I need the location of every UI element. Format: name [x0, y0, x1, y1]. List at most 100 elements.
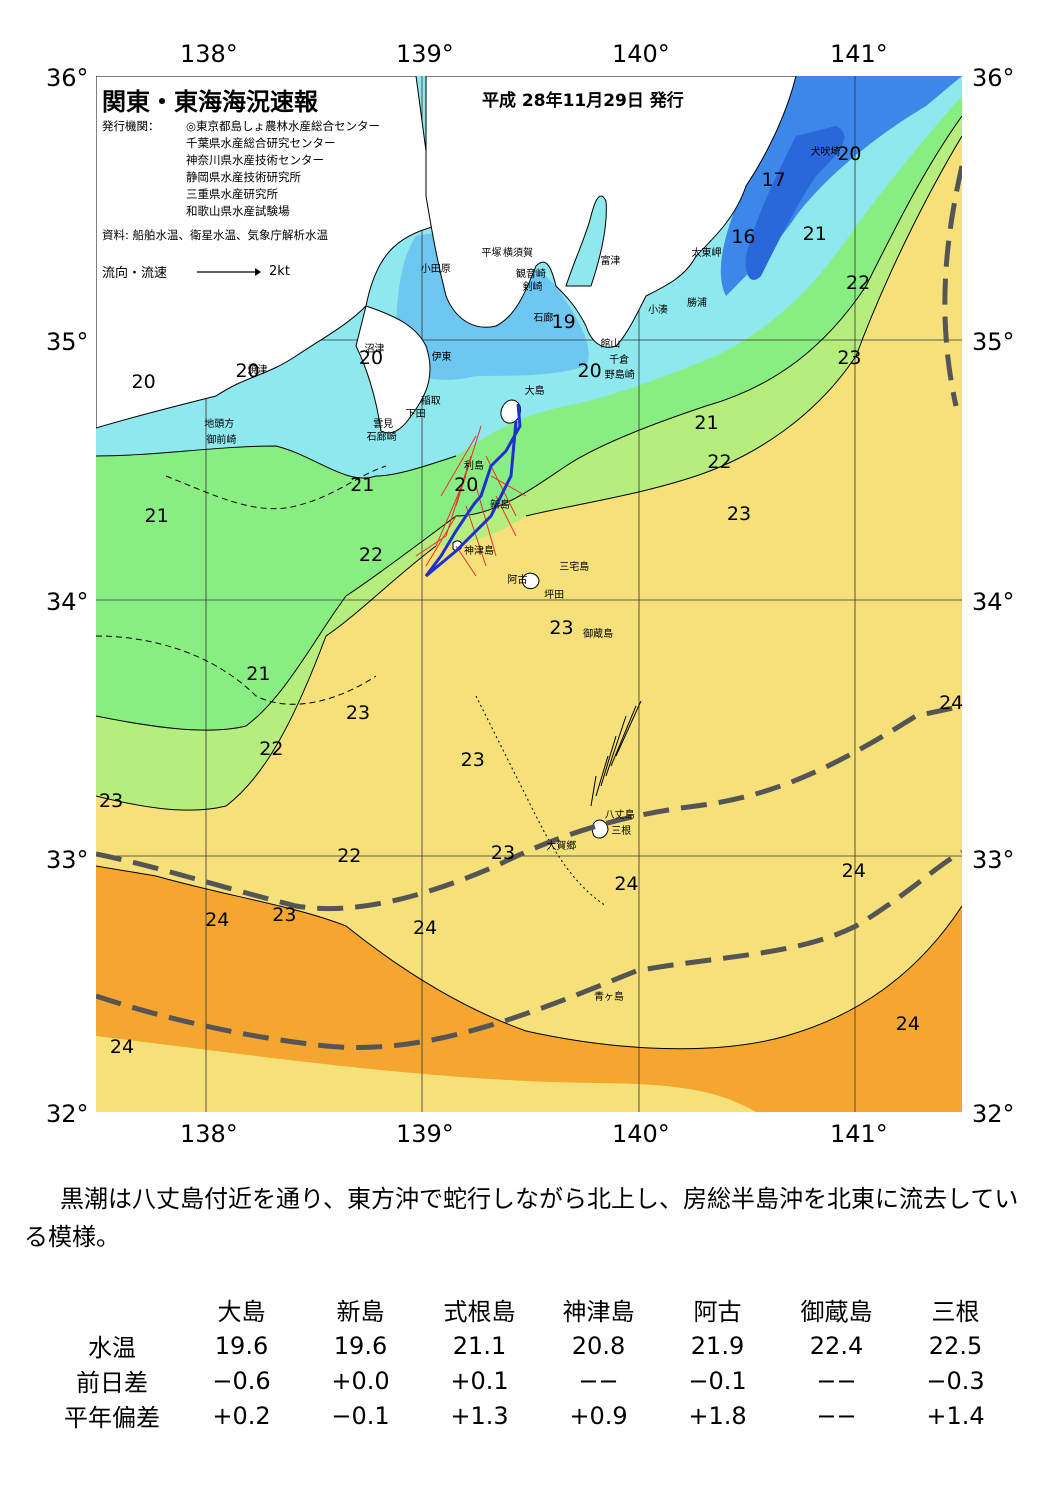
- table-cell: +0.0: [331, 1366, 390, 1395]
- place-label: 伊東: [431, 351, 452, 363]
- lat-label-35-right: 35°: [972, 328, 1015, 356]
- land-kanto: [425, 76, 797, 348]
- arrow-icon: [197, 267, 262, 276]
- place-label: 沼津: [364, 344, 385, 356]
- lat-label-33-left: 33°: [46, 846, 89, 874]
- land-tokyo-bay: [565, 195, 607, 287]
- temperature-label: 20: [454, 474, 479, 497]
- temperature-label: 21: [350, 474, 375, 497]
- place-label: 犬吠埼: [810, 147, 841, 159]
- lat-label-33-right: 33°: [972, 846, 1015, 874]
- temperature-label: 23: [345, 702, 371, 725]
- row-label: 前日差: [76, 1369, 148, 1397]
- place-label: 三根: [611, 825, 632, 837]
- zone-16: [745, 126, 845, 280]
- land-izu-peninsula: [355, 305, 431, 434]
- station-header: 神津島: [562, 1297, 635, 1326]
- station-header: 大島: [217, 1297, 266, 1326]
- isotherms: [96, 115, 962, 1050]
- place-label: 石廊崎: [366, 432, 397, 444]
- lon-label-139-top: 139°: [396, 40, 454, 68]
- table-cell: +0.1: [450, 1366, 509, 1395]
- temperature-label: 24: [939, 691, 962, 714]
- temperature-label: 21: [694, 412, 719, 435]
- zone-23-bottom: [96, 1036, 756, 1112]
- place-label: 富津: [600, 256, 621, 268]
- issuer-org: 和歌山県水産試験場: [186, 204, 290, 218]
- temperature-label: 24: [205, 909, 230, 932]
- station-header: 阿古: [693, 1297, 742, 1326]
- place-label: 館山: [600, 339, 621, 350]
- lon-label-141-top: 141°: [830, 40, 888, 68]
- summary-text: 黒潮は八丈島付近を通り、東方沖で蛇行しながら北上し、房総半島沖を北東に流去してい…: [24, 1185, 1019, 1251]
- temperature-label: 22: [845, 272, 871, 295]
- table-cell: −0.3: [926, 1366, 985, 1395]
- table-row: 水温 19.6 19.6 21.1 20.8 21.9 22.4 22.5: [42, 1328, 1015, 1363]
- lon-label-138-top: 138°: [180, 40, 238, 68]
- map-title: 関東・東海海況速報: [102, 88, 318, 116]
- temperature-label: 20: [577, 360, 602, 383]
- table-cell: −−: [578, 1366, 619, 1395]
- temperature-label: 21: [802, 222, 827, 245]
- temperature-label: 24: [109, 1036, 135, 1059]
- table-cell: −−: [816, 1366, 857, 1395]
- graticule: [96, 76, 962, 1112]
- table-cell: 19.6: [214, 1331, 269, 1360]
- temperature-label: 24: [895, 1012, 920, 1035]
- temperature-label: 23: [460, 748, 485, 771]
- lat-label-34-right: 34°: [972, 588, 1015, 616]
- issuer-org: ◎東京都島しょ農林水産総合センター: [186, 119, 381, 133]
- table-cell: 19.6: [333, 1331, 388, 1360]
- ship-track: [424, 403, 522, 578]
- temperature-label: 23: [726, 502, 752, 525]
- temperature-label: 20: [235, 360, 260, 383]
- place-label: 御蔵島: [583, 629, 614, 641]
- place-label: 大島: [524, 385, 545, 397]
- flow-legend: 流向・流速 2kt: [102, 262, 290, 281]
- place-label: 坪田: [544, 590, 565, 602]
- table-cell: +1.8: [688, 1401, 747, 1430]
- place-label: 青ヶ島: [593, 991, 624, 1003]
- place-label: 御前崎: [206, 434, 237, 446]
- kuroshio-axis: [96, 165, 962, 1051]
- temperature-label: 20: [837, 142, 862, 165]
- map-canvas: [96, 76, 962, 1112]
- lat-label-35-left: 35°: [46, 328, 89, 356]
- temperature-label: 22: [337, 844, 362, 867]
- place-label: 新島: [490, 499, 511, 511]
- temperature-label: 23: [99, 790, 124, 813]
- table-cell: 21.1: [452, 1331, 507, 1360]
- temperature-label: 24: [614, 873, 639, 896]
- table-cell: −0.6: [212, 1366, 271, 1395]
- temperature-label: 19: [551, 311, 576, 334]
- table-cell: −−: [816, 1401, 857, 1430]
- table-cell: +0.9: [569, 1401, 628, 1430]
- station-header: 新島: [336, 1297, 385, 1326]
- lat-label-32-left: 32°: [46, 1100, 89, 1128]
- temperature-label: 20: [131, 370, 156, 393]
- issuer-org: 三重県水産研究所: [186, 187, 278, 201]
- table-cell: −0.1: [688, 1366, 747, 1395]
- issuers-list: 発行機関： ◎東京都島しょ農林水産総合センター 千葉県水産総合研究センター 神奈川…: [102, 118, 380, 220]
- temperature-label: 23: [272, 904, 297, 927]
- place-label: 神津島: [464, 546, 495, 558]
- place-label: 下田: [405, 408, 426, 420]
- table-header-row: 大島 新島 式根島 神津島 阿古 御蔵島 三根: [42, 1290, 1015, 1328]
- issuer-org: 神奈川県水産技術センター: [186, 153, 324, 167]
- table-cell: +1.4: [926, 1401, 985, 1430]
- temperature-label: 24: [412, 917, 438, 940]
- lon-label-140-top: 140°: [612, 40, 670, 68]
- table-cell: 20.8: [571, 1331, 626, 1360]
- place-label: 稲取: [420, 395, 441, 407]
- place-label: 大賀郷: [546, 841, 577, 853]
- temperature-label: 21: [144, 505, 169, 528]
- data-source: 資料: 船舶水温、衛星水温、気象庁解析水温: [102, 228, 329, 242]
- lon-label-141-bottom: 141°: [830, 1120, 888, 1148]
- flow-legend-label: 流向・流速: [102, 266, 168, 281]
- table-cell: +0.2: [212, 1401, 271, 1430]
- place-label: 太東岬: [691, 248, 722, 260]
- place-label: 雲見: [373, 419, 394, 431]
- place-label: 石廊: [533, 313, 554, 325]
- place-label: 剣崎: [522, 282, 543, 294]
- place-label: 阿古: [507, 574, 528, 586]
